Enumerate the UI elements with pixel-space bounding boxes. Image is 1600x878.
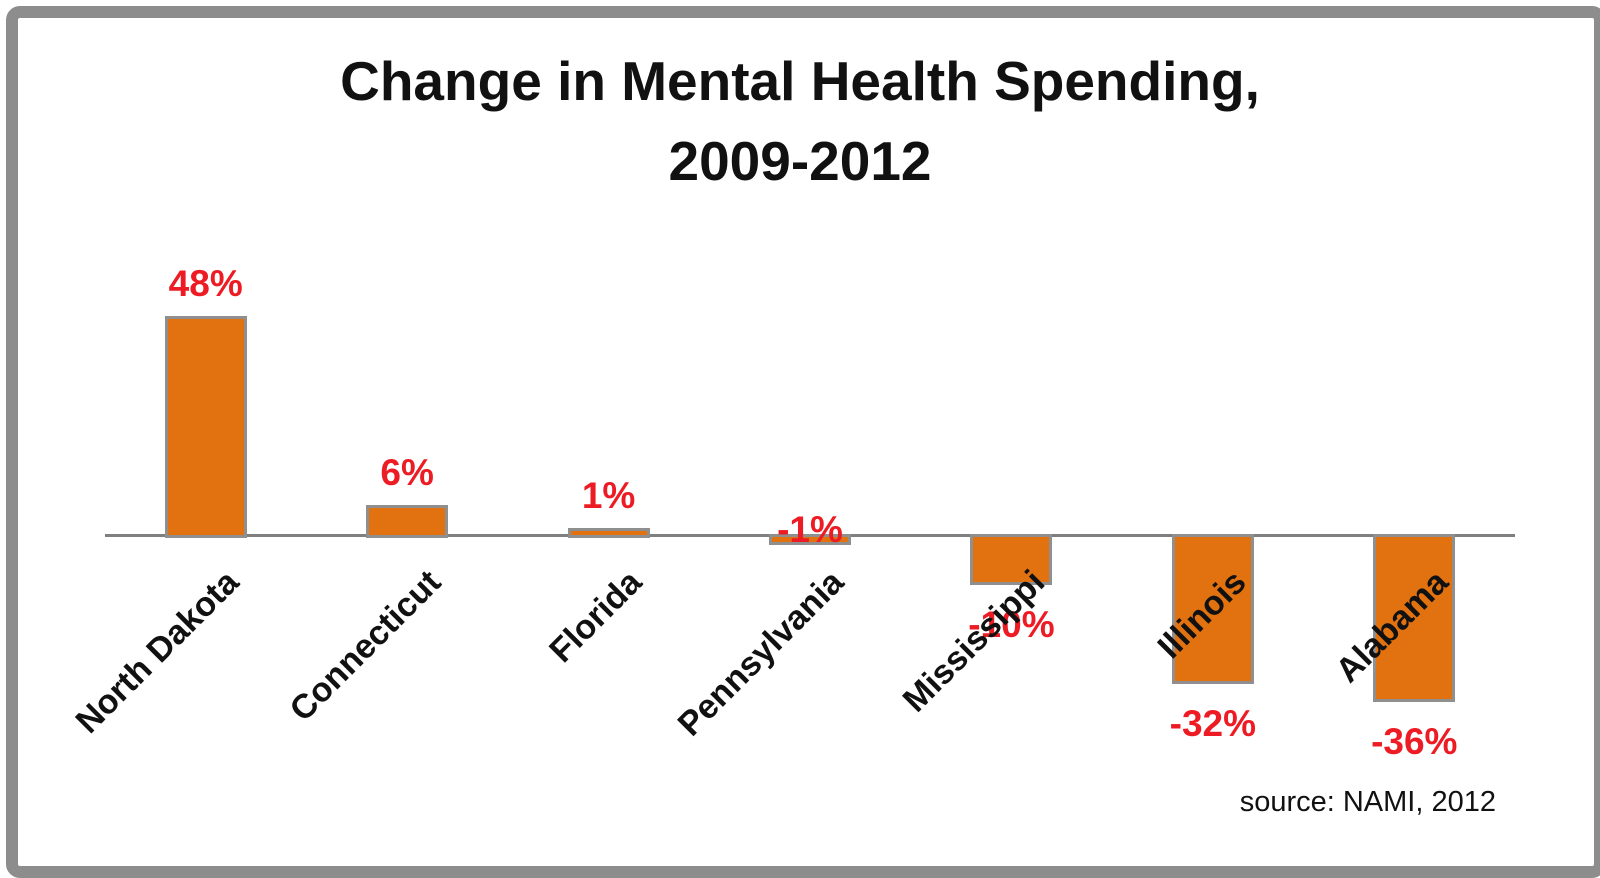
value-label-pennsylvania: -1%: [777, 509, 843, 550]
category-label-north-dakota: North Dakota: [68, 563, 247, 741]
chart-frame: Change in Mental Health Spending, 2009-2…: [6, 6, 1600, 878]
chart-title-line-1: Change in Mental Health Spending,: [340, 50, 1260, 112]
source-note: source: NAMI, 2012: [1239, 786, 1496, 818]
value-label-florida: 1%: [581, 474, 636, 516]
value-label-alabama: -36%: [1371, 721, 1458, 762]
bar-chart: Change in Mental Health Spending, 2009-2…: [18, 18, 1594, 866]
bar-illinois: [1171, 534, 1254, 684]
value-label-mississippi: -10%: [968, 604, 1055, 645]
bar-north-dakota: [164, 316, 247, 538]
bar-mississippi: [970, 534, 1053, 585]
bar-connecticut: [366, 505, 449, 538]
category-label-connecticut: Connecticut: [282, 563, 449, 729]
chart-title-line-2: 2009-2012: [668, 129, 932, 192]
bar-alabama: [1373, 534, 1456, 702]
value-label-illinois: -32%: [1169, 703, 1257, 744]
value-label-connecticut: 6%: [380, 452, 434, 493]
chart-title: Change in Mental Health Spending, 2009-2…: [18, 42, 1594, 202]
value-label-north-dakota: 48%: [168, 263, 243, 304]
category-label-florida: Florida: [542, 563, 650, 671]
category-label-pennsylvania: Pennsylvania: [670, 563, 851, 744]
bar-pennsylvania: [769, 534, 851, 545]
bar-florida: [567, 527, 650, 538]
